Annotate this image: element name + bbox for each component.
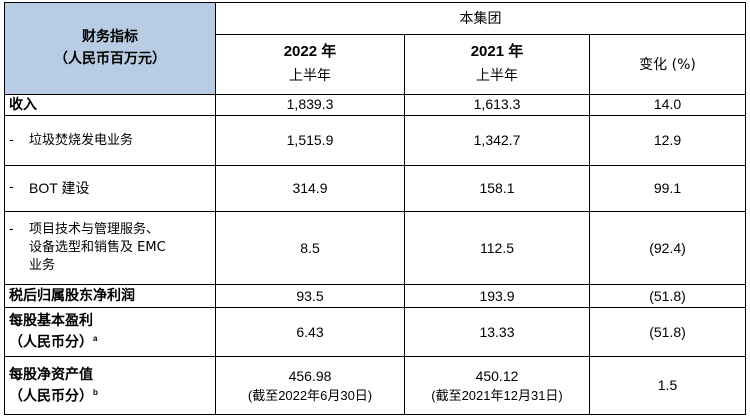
footnote-marker-b: b [93, 387, 98, 397]
row-label: 每股净资产值 （人民币分）b [4, 356, 216, 415]
year-2022-label: 2022 年 [283, 43, 337, 61]
value-2021: 193.9 [404, 284, 590, 308]
row-label-line: 设备选型和销售及 EMC [29, 240, 166, 256]
row-label: - BOT 建设 [4, 164, 216, 213]
value-2022: 314.9 [215, 164, 405, 213]
financial-indicators-table: 财务指标 （人民币百万元） 本集团 2022 年 上半年 2021 年 上半年 … [4, 2, 747, 415]
row-label: 税后归属股东净利润 [4, 284, 216, 308]
value-2021: 13.33 [404, 306, 590, 358]
row-label-text: 垃圾焚烧发电业务 [29, 132, 134, 148]
half-2022-label: 上半年 [289, 68, 331, 85]
value-2021: 158.1 [404, 164, 590, 213]
value-2021: 450.12 (截至2021年12月31日) [404, 356, 590, 415]
row-label: - 垃圾焚烧发电业务 [4, 115, 216, 166]
value-change: 12.9 [588, 115, 747, 166]
value-change: 14.0 [588, 93, 747, 117]
table-row: 每股基本盈利 （人民币分）a 6.43 13.33 (51.8) [4, 306, 747, 358]
row-label-unit: （人民币分） [9, 388, 93, 405]
value-2022-amount: 456.98 [288, 367, 332, 384]
dash-marker: - [9, 180, 14, 196]
value-change: (51.8) [588, 284, 747, 308]
year-2022-header: 2022 年 上半年 [215, 33, 405, 95]
table-row: 税后归属股东净利润 93.5 193.9 (51.8) [4, 284, 747, 308]
value-2022: 1,839.3 [215, 93, 405, 117]
row-label: - 项目技术与管理服务、 设备选型和销售及 EMC 业务 [4, 211, 216, 286]
table-row: - BOT 建设 314.9 158.1 99.1 [4, 164, 747, 213]
value-2021: 112.5 [404, 211, 590, 286]
row-label-line: 每股基本盈利 [9, 313, 93, 330]
value-2022-date-note: (截至2022年6月30日) [247, 387, 373, 403]
change-header: 变化 (%) [588, 33, 747, 95]
year-2021-label: 2021 年 [470, 43, 524, 61]
table-row: - 项目技术与管理服务、 设备选型和销售及 EMC 业务 8.5 112.5 (… [4, 211, 747, 286]
header-row-1: 财务指标 （人民币百万元） 本集团 [4, 2, 747, 95]
value-change: 99.1 [588, 164, 747, 213]
value-change: (51.8) [588, 306, 747, 358]
metric-header: 财务指标 （人民币百万元） [4, 2, 216, 95]
dash-marker: - [9, 132, 14, 148]
row-label-text: BOT 建设 [29, 180, 90, 197]
row-label-line: 每股净资产值 [9, 366, 93, 383]
table-row: 每股净资产值 （人民币分）b 456.98 (截至2022年6月30日) 450… [4, 356, 747, 415]
table-row: - 垃圾焚烧发电业务 1,515.9 1,342.7 12.9 [4, 115, 747, 166]
row-label-line: （人民币分）a [9, 330, 215, 352]
value-2021: 1,342.7 [404, 115, 590, 166]
row-label-text: 项目技术与管理服务、 设备选型和销售及 EMC 业务 [29, 221, 166, 275]
row-label: 收入 [4, 93, 216, 117]
value-2022: 6.43 [215, 306, 405, 358]
row-label: 每股基本盈利 （人民币分）a [4, 306, 216, 358]
row-label-line: 业务 [29, 258, 56, 274]
value-2022: 8.5 [215, 211, 405, 286]
value-2022: 456.98 (截至2022年6月30日) [215, 356, 405, 415]
metric-header-unit: （人民币百万元） [54, 51, 166, 68]
year-2021-header: 2021 年 上半年 [404, 33, 590, 95]
value-change: 1.5 [588, 356, 747, 415]
value-2021-amount: 450.12 [475, 367, 519, 384]
value-change: (92.4) [588, 211, 747, 286]
footnote-marker-a: a [93, 334, 98, 344]
group-header: 本集团 [214, 2, 747, 35]
metric-header-title: 财务指标 [82, 29, 138, 46]
row-label-unit: （人民币分） [9, 334, 93, 351]
half-2021-label: 上半年 [476, 68, 518, 85]
header-row-2: 2022 年 上半年 2021 年 上半年 变化 (%) [5, 33, 747, 95]
value-2021-date-note: (截至2021年12月31日) [431, 387, 563, 403]
dash-marker: - [9, 222, 14, 238]
value-2021: 1,613.3 [404, 93, 590, 117]
table-row: 收入 1,839.3 1,613.3 14.0 [4, 93, 747, 117]
row-label-line: （人民币分）b [9, 384, 215, 406]
value-2022: 93.5 [215, 284, 405, 308]
value-2022: 1,515.9 [215, 115, 405, 166]
row-label-line: 项目技术与管理服务、 [29, 222, 160, 238]
